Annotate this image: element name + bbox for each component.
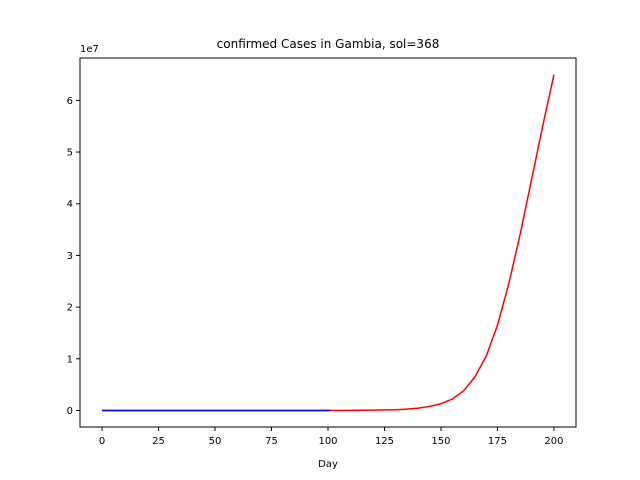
x-tick-label: 50 [209, 436, 222, 447]
y-tick-label: 5 [67, 148, 73, 159]
y-offset-label: 1e7 [80, 44, 99, 55]
series-layer [102, 74, 555, 412]
x-tick-label: 75 [265, 436, 278, 447]
y-axis: 0 1 2 3 4 5 6 [67, 96, 80, 417]
y-tick-label: 6 [67, 96, 73, 107]
x-tick-label: 25 [152, 436, 165, 447]
y-tick-label: 0 [67, 406, 73, 417]
x-axis-label: Day [318, 459, 338, 470]
x-tick-label: 100 [318, 436, 337, 447]
y-tick-label: 1 [67, 354, 73, 365]
x-tick-label: 125 [375, 436, 394, 447]
series-line-1 [102, 74, 555, 412]
x-tick-label: 200 [544, 436, 563, 447]
y-tick-label: 2 [67, 303, 73, 314]
x-axis: 0 25 50 75 100 125 150 175 200 [99, 427, 564, 447]
y-tick-label: 4 [67, 199, 73, 210]
chart-title: confirmed Cases in Gambia, sol=368 [217, 37, 440, 51]
x-tick-label: 175 [488, 436, 507, 447]
x-tick-label: 0 [99, 436, 105, 447]
x-tick-label: 150 [431, 436, 450, 447]
y-tick-label: 3 [67, 251, 73, 262]
